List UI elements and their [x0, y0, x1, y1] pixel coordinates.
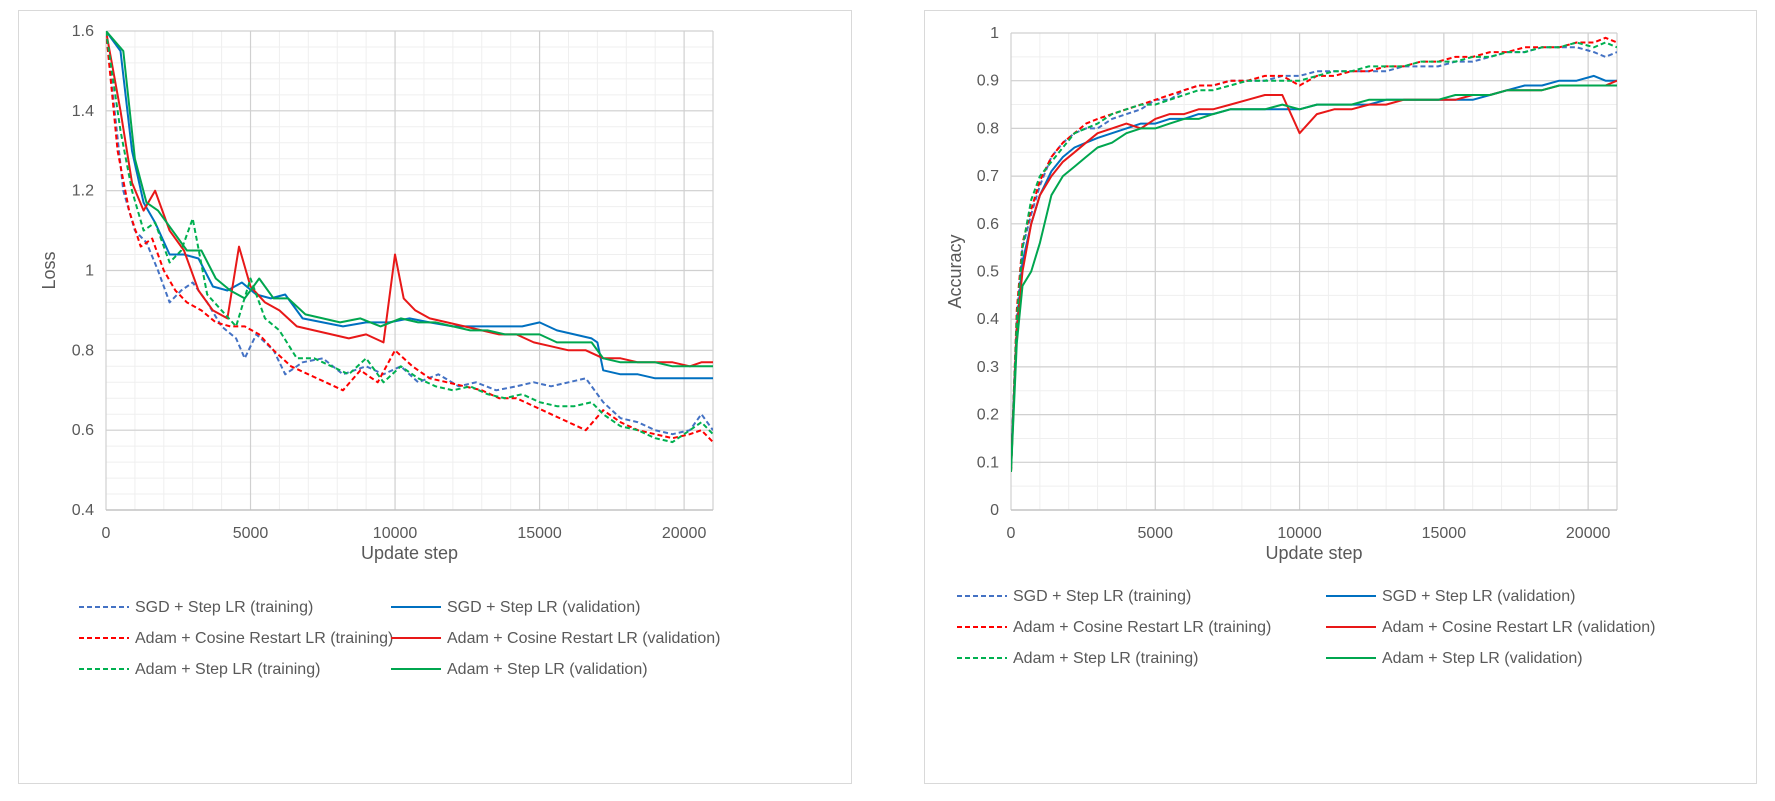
x-tick-label: 20000 [1566, 525, 1611, 542]
y-tick-label: 0.3 [977, 359, 999, 376]
series-line-5 [106, 31, 713, 368]
series-lines [1011, 36, 1617, 472]
y-tick-label: 0.8 [72, 342, 94, 359]
series-line-3 [1011, 79, 1617, 472]
legend-label: Adam + Cosine Restart LR (validation) [447, 630, 720, 647]
loss-chart-panel: 0.4 0.6 0.8 1 1.2 1.4 1.6 0 5000 10000 15000 20000 U… [18, 10, 852, 784]
legend-label: SGD + Step LR (training) [135, 599, 313, 616]
y-tick-label: 0.4 [977, 311, 999, 328]
legend-label: Adam + Step LR (validation) [447, 661, 648, 678]
x-axis-title: Update step [361, 543, 458, 563]
series-line-1 [1011, 74, 1617, 463]
series-line-2 [106, 31, 713, 443]
series-line-4 [106, 31, 713, 444]
y-tick-label: 1.2 [72, 183, 94, 200]
x-tick-label: 10000 [1277, 525, 1322, 542]
y-tick-label: 0.8 [977, 120, 999, 137]
x-axis-title: Update step [1265, 543, 1362, 563]
y-axis-title: Loss [39, 251, 59, 289]
legend: SGD + Step LR (training) SGD + Step LR (v… [79, 599, 720, 678]
y-tick-label: 0.9 [977, 73, 999, 90]
y-tick-label: 0.4 [72, 502, 94, 519]
series-line-0 [1011, 46, 1617, 463]
y-tick-label: 1 [990, 25, 999, 42]
legend-label: Adam + Cosine Restart LR (validation) [1382, 619, 1655, 636]
grid [105, 30, 714, 511]
y-tick-label: 0 [990, 502, 999, 519]
legend-label: Adam + Step LR (validation) [1382, 650, 1583, 667]
series-line-0 [106, 31, 713, 436]
series-line-4 [1011, 41, 1617, 472]
y-tick-label: 0.6 [72, 422, 94, 439]
x-tick-label: 5000 [1137, 525, 1173, 542]
y-tick-label: 0.1 [977, 454, 999, 471]
y-tick-label: 0.2 [977, 407, 999, 424]
x-tick-label: 15000 [1422, 525, 1467, 542]
series-line-1 [106, 31, 713, 380]
y-tick-label: 0.6 [977, 216, 999, 233]
loss-chart: 0.4 0.6 0.8 1 1.2 1.4 1.6 0 5000 10000 15000 20000 U… [39, 23, 720, 678]
y-tick-label: 1.6 [72, 23, 94, 40]
x-tick-label: 15000 [517, 525, 562, 542]
legend-label: SGD + Step LR (training) [1013, 588, 1191, 605]
legend-label: SGD + Step LR (validation) [1382, 588, 1575, 605]
legend-label: Adam + Cosine Restart LR (training) [135, 630, 393, 647]
series-lines [106, 31, 713, 444]
x-tick-label: 5000 [233, 525, 269, 542]
accuracy-chart-panel: 0 0.1 0.2 0.3 0.4 0.5 0.6 0.7 0.8 0.9 1 0 5000 10000 1… [924, 10, 1757, 784]
y-tick-label: 0.5 [977, 264, 999, 281]
x-tick-label: 0 [1007, 525, 1016, 542]
y-tick-label: 1 [85, 263, 94, 280]
series-line-2 [1011, 36, 1617, 472]
grid [1010, 32, 1618, 511]
series-line-5 [1011, 84, 1617, 472]
x-tick-label: 0 [102, 525, 111, 542]
y-tick-label: 0.7 [977, 168, 999, 185]
series-line-3 [106, 31, 713, 368]
y-axis-title: Accuracy [945, 234, 965, 308]
x-tick-label: 20000 [662, 525, 707, 542]
legend: SGD + Step LR (training) SGD + Step LR (v… [957, 588, 1655, 667]
x-tick-label: 10000 [373, 525, 418, 542]
legend-label: Adam + Cosine Restart LR (training) [1013, 619, 1271, 636]
legend-label: Adam + Step LR (training) [1013, 650, 1198, 667]
legend-label: SGD + Step LR (validation) [447, 599, 640, 616]
legend-label: Adam + Step LR (training) [135, 661, 320, 678]
y-tick-label: 1.4 [72, 103, 94, 120]
accuracy-chart: 0 0.1 0.2 0.3 0.4 0.5 0.6 0.7 0.8 0.9 1 0 5000 10000 1… [945, 25, 1655, 667]
